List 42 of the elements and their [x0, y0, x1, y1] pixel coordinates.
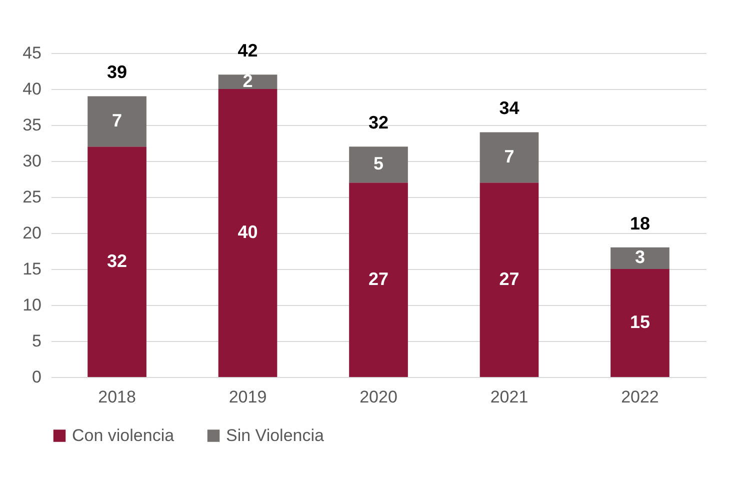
- bar: [349, 146, 408, 183]
- x-tick-label: 2018: [98, 388, 136, 406]
- data-label: 27: [499, 268, 520, 289]
- y-tick-label: 30: [22, 152, 42, 170]
- y-tick-label: 20: [22, 224, 42, 242]
- y-tick-label: 40: [22, 80, 42, 98]
- data-label: 2: [242, 70, 253, 91]
- bar: [88, 96, 146, 147]
- y-tick-label: 25: [22, 188, 42, 206]
- bar: [218, 74, 278, 89]
- y-tick-label: 15: [22, 260, 42, 278]
- y-tick-label: 35: [22, 116, 42, 134]
- total-label: 42: [238, 40, 258, 61]
- total-label: 39: [107, 62, 128, 82]
- bar: [349, 182, 408, 377]
- y-tick-label: 45: [22, 44, 42, 62]
- data-label: 3: [634, 247, 645, 268]
- bar: [480, 132, 539, 183]
- data-label: 40: [238, 222, 258, 242]
- data-label: 7: [112, 110, 122, 130]
- x-tick-label: 2020: [360, 388, 398, 406]
- bar: [480, 182, 539, 377]
- y-tick-label: 10: [22, 296, 42, 314]
- total-label: 34: [499, 98, 520, 118]
- bar: [610, 269, 670, 377]
- x-tick-label: 2022: [621, 388, 659, 406]
- data-label: 7: [504, 146, 514, 166]
- data-label: 15: [630, 312, 650, 332]
- total-label: 32: [368, 112, 389, 133]
- data-label: 27: [368, 268, 389, 289]
- bar: [88, 146, 146, 377]
- total-label: 18: [630, 213, 650, 234]
- data-label: 32: [107, 250, 128, 271]
- bar: [218, 89, 278, 377]
- y-tick-label: 0: [32, 368, 42, 386]
- x-tick-label: 2019: [228, 388, 267, 406]
- legend-label: Con violencia: [72, 426, 175, 445]
- legend-label: Sin Violencia: [226, 426, 325, 445]
- x-tick-label: 2021: [490, 388, 528, 406]
- data-label: 5: [373, 154, 384, 174]
- y-tick-label: 5: [32, 332, 42, 350]
- bar: [610, 247, 670, 269]
